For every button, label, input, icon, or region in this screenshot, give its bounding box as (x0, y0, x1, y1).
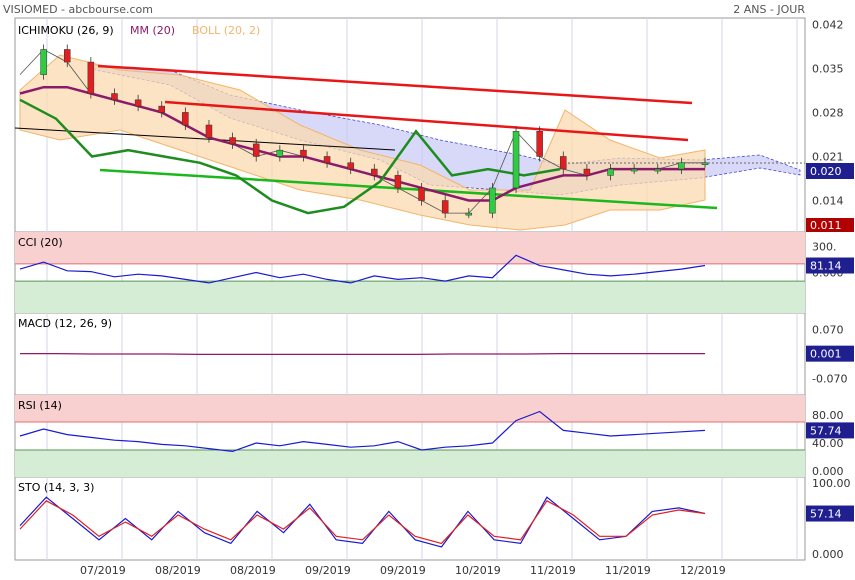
macd-last-value-box (806, 345, 854, 362)
sto-last-value-box (806, 505, 854, 522)
price-y-tick: 0.021 (812, 150, 844, 163)
macd-y-tick: 0.070 (812, 324, 844, 337)
candle-body (394, 175, 402, 189)
rsi-last-value-box (806, 422, 854, 439)
candle-body (134, 99, 142, 107)
price-last-value-box (806, 163, 854, 179)
candle-body (489, 187, 496, 214)
candle-body (418, 187, 425, 201)
candle-body (276, 149, 284, 157)
candle-body (111, 93, 118, 101)
macd-title: MACD (12, 26, 9) (18, 317, 112, 330)
macd-last-value: 0.001 (810, 348, 842, 361)
chart-period: 2 ANS - JOUR (733, 3, 805, 16)
x-axis-label: 07/2019 (80, 564, 126, 577)
trend-line-black (14, 127, 396, 151)
cci-series-0 (19, 254, 706, 284)
candle-body (701, 162, 709, 166)
sto-y-tick: 100.00 (812, 477, 851, 490)
x-axis-label: 08/2019 (230, 564, 276, 577)
candle-body (252, 143, 260, 157)
x-axis-label: 10/2019 (455, 564, 501, 577)
candle-body (630, 168, 638, 172)
trend-line-red-upper (97, 64, 693, 105)
trend-line-green (99, 168, 718, 210)
x-axis-label: 09/2019 (380, 564, 426, 577)
rsi-oversold-zone (15, 450, 805, 477)
x-axis-label: 12/2019 (680, 564, 726, 577)
rsi-overbought-zone (15, 395, 805, 422)
candle-body (87, 61, 95, 94)
sto-series-1 (19, 500, 706, 545)
candle-body (323, 156, 331, 164)
sto-y-tick: 0.000 (812, 548, 844, 561)
sto-series-0 (19, 496, 706, 548)
sto-last-value: 57.14 (810, 508, 842, 521)
candle-body (560, 156, 567, 170)
candle-body (678, 162, 685, 170)
chart-source: VISIOMED - abcbourse.com (3, 3, 153, 16)
x-axis-label: 08/2019 (155, 564, 201, 577)
price-low-value-box (806, 218, 854, 232)
candle-body (300, 149, 307, 157)
price-low-value: 0.011 (810, 219, 842, 232)
candle-body (607, 168, 614, 176)
legend-boll: BOLL (20, 2) (192, 24, 260, 37)
candle-body (371, 168, 378, 176)
candle-body (654, 168, 662, 172)
legend-ichimoku: ICHIMOKU (26, 9) (18, 24, 114, 37)
macd-y-tick: -0.070 (812, 373, 847, 386)
cci-title: CCI (20) (18, 236, 63, 249)
candle-body (229, 137, 236, 145)
candle-body (465, 212, 473, 216)
price-y-tick: 0.042 (812, 18, 844, 31)
x-axis-label: 09/2019 (305, 564, 351, 577)
rsi-y-tick: 80.00 (812, 409, 844, 422)
price-y-tick: 0.014 (812, 195, 844, 208)
price-y-tick: 0.035 (812, 62, 844, 75)
x-axis-label: 11/2019 (530, 564, 576, 577)
x-axis-label: 11/2019 (605, 564, 651, 577)
price-last-value: 0.020 (810, 165, 842, 178)
cci-y-tick: 300. (812, 241, 837, 254)
rsi-y-tick: 40.00 (812, 437, 844, 450)
cci-last-value: 81.14 (810, 260, 842, 273)
series-mm-20- (19, 85, 705, 202)
candle-body (583, 168, 591, 176)
panel-frame (14, 476, 806, 561)
price-y-tick: 0.028 (812, 106, 844, 119)
candle-body (536, 131, 543, 157)
legend-ma: MM (20) (130, 24, 175, 37)
candle-body (441, 200, 449, 214)
rsi-last-value: 57.74 (810, 424, 842, 437)
candle-body (182, 112, 189, 126)
bollinger-band (19, 54, 706, 231)
candle-body (347, 162, 354, 170)
series-chikou (19, 98, 561, 215)
sto-title: STO (14, 3, 3) (18, 481, 94, 494)
candle-body (63, 49, 71, 63)
rsi-title: RSI (14) (18, 399, 62, 412)
rsi-series-0 (19, 410, 706, 453)
rsi-y-tick: 0.000 (812, 465, 844, 478)
candle-body (205, 124, 213, 138)
cci-oversold-zone (15, 281, 805, 313)
candle-body (158, 105, 165, 113)
cci-last-value-box (806, 257, 854, 274)
candle-body (512, 131, 520, 189)
cci-overbought-zone (15, 232, 805, 264)
candle-body (40, 49, 47, 75)
trend-line-red-lower (164, 100, 689, 142)
macd-series-0 (20, 353, 705, 355)
